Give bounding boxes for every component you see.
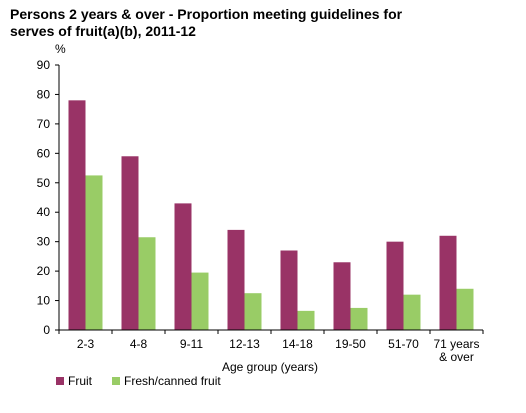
bar-fresh-canned-fruit <box>297 310 315 330</box>
y-tick-label: 60 <box>37 146 51 160</box>
x-tick-label: 51-70 <box>388 337 419 351</box>
x-tick-label: 71 years & over <box>433 337 479 364</box>
chart-title: Persons 2 years & over - Proportion meet… <box>10 6 403 39</box>
x-tick-label: 12-13 <box>229 337 260 351</box>
bar-fresh-canned-fruit <box>244 293 262 330</box>
bar-fruit <box>68 100 86 330</box>
y-tick-label: 20 <box>37 264 51 278</box>
bars <box>68 100 474 330</box>
bar-fresh-canned-fruit <box>350 307 368 330</box>
x-axis: 2-3 4-8 9-11 12-13 14-18 19-50 51-70 71 years & … <box>58 329 484 364</box>
legend-item-fruit: Fruit <box>56 374 92 388</box>
y-tick-label: 10 <box>37 294 51 308</box>
legend-swatch-fresh-canned-fruit <box>112 377 120 385</box>
y-axis: 0 10 20 30 40 50 60 70 80 90 <box>37 58 60 337</box>
y-tick-label: 90 <box>37 58 51 72</box>
legend-label-fruit: Fruit <box>68 374 92 388</box>
bar-fresh-canned-fruit <box>456 288 474 330</box>
bar-fruit <box>174 203 192 330</box>
legend-label-fresh-canned-fruit: Fresh/canned fruit <box>124 374 221 388</box>
bar-fruit <box>227 229 245 330</box>
legend-item-fresh-canned-fruit: Fresh/canned fruit <box>112 374 221 388</box>
y-tick-label: 30 <box>37 235 51 249</box>
bar-fruit <box>280 250 298 330</box>
y-tick-label: 50 <box>37 176 51 190</box>
x-tick-label: 2-3 <box>77 337 95 351</box>
bar-fruit <box>333 262 351 330</box>
x-tick-label: 19-50 <box>335 337 366 351</box>
legend-swatch-fruit <box>56 377 64 385</box>
y-axis-unit-label: % <box>55 42 66 56</box>
y-tick-label: 70 <box>37 117 51 131</box>
x-tick-label: 9-11 <box>180 337 203 351</box>
y-tick-label: 0 <box>43 323 50 337</box>
y-tick-label: 80 <box>37 87 51 101</box>
y-tick-label: 40 <box>37 205 51 219</box>
bar-fresh-canned-fruit <box>403 294 421 330</box>
bar-fruit <box>439 235 457 330</box>
bar-fresh-canned-fruit <box>191 272 209 330</box>
x-axis-title: Age group (years) <box>222 360 318 374</box>
legend: Fruit Fresh/canned fruit <box>56 374 221 388</box>
x-tick-label: 14-18 <box>282 337 313 351</box>
bar-fruit <box>386 241 404 330</box>
bar-fresh-canned-fruit <box>85 175 103 330</box>
x-tick-label: 4-8 <box>130 337 148 351</box>
bar-fresh-canned-fruit <box>138 237 156 330</box>
bar-fruit <box>121 156 139 330</box>
